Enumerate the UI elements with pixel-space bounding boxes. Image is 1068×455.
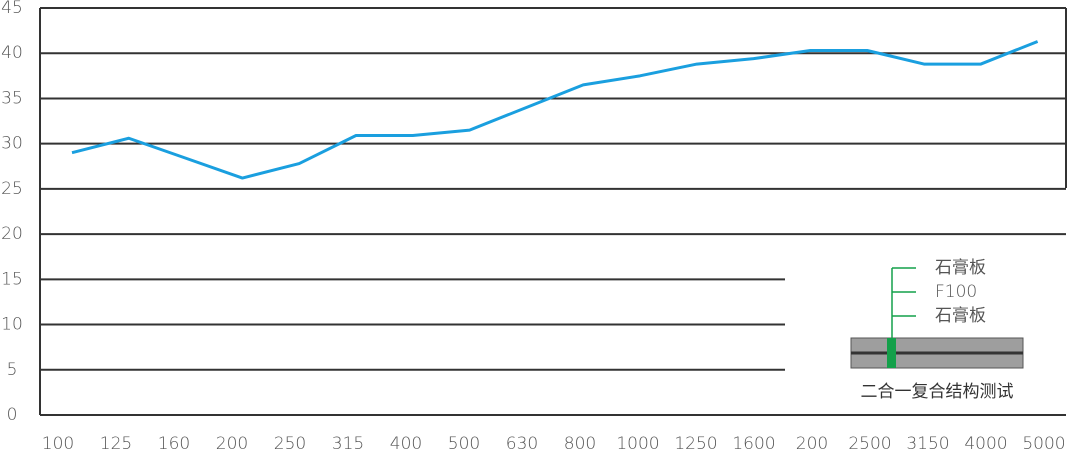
y-tick-label: 25 (1, 179, 23, 199)
layer-label: 石膏板 (935, 305, 986, 326)
y-tick-label: 45 (1, 0, 23, 18)
x-tick-label: 1000 (616, 434, 659, 454)
y-tick-label: 40 (1, 43, 23, 63)
layer-label: 石膏板 (935, 257, 986, 278)
x-tick-label: 500 (448, 434, 480, 454)
x-tick-label: 400 (390, 434, 422, 454)
y-tick-label: 5 (7, 360, 18, 380)
caption: 二合一复合结构测试 (861, 382, 1014, 402)
layer-label: F100 (935, 282, 977, 302)
x-tick-label: 1250 (674, 434, 717, 454)
y-tick-label: 30 (1, 134, 23, 154)
y-tick-label: 35 (1, 88, 23, 108)
data-line (71, 40, 1039, 180)
x-tick-label: 4000 (964, 434, 1007, 454)
x-tick-label: 200 (216, 434, 248, 454)
x-tick-label: 800 (564, 434, 596, 454)
x-tick-label: 200 (796, 434, 828, 454)
x-tick-label: 3150 (906, 434, 949, 454)
inset-diagram: 石膏板 F100 石膏板 二合一复合结构测试 (850, 257, 1024, 402)
x-tick-label: 100 (42, 434, 74, 454)
x-tick-label: 315 (332, 434, 364, 454)
y-tick-label: 20 (1, 224, 23, 244)
x-tick-label: 125 (100, 434, 132, 454)
core (887, 338, 896, 368)
x-tick-label: 630 (506, 434, 538, 454)
y-tick-label: 15 (1, 269, 23, 289)
y-tick-label: 10 (1, 315, 23, 335)
y-tick-label: 0 (7, 405, 18, 425)
x-tick-label: 1600 (732, 434, 775, 454)
x-tick-label: 160 (158, 434, 190, 454)
x-tick-label: 250 (274, 434, 306, 454)
x-tick-label: 5000 (1022, 434, 1065, 454)
x-tick-label: 2500 (848, 434, 891, 454)
